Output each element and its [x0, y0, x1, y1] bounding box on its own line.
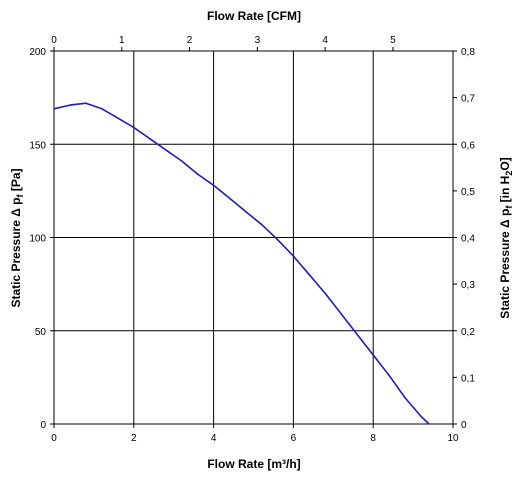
y-tick-label: 200: [29, 47, 46, 58]
y-left-label-sub: f: [15, 194, 25, 198]
right-tick-label: 0,7: [461, 94, 475, 105]
data-point: [404, 397, 406, 399]
right-tick-label: 0,6: [461, 140, 475, 151]
top-tick-label: 1: [119, 35, 125, 46]
data-point: [228, 197, 231, 200]
data-point: [180, 160, 183, 162]
data-point: [308, 274, 311, 276]
top-tick-label: 3: [255, 35, 261, 46]
data-point: [420, 415, 422, 418]
y-tick-label: 150: [29, 140, 46, 151]
y-right-label-sub: f: [504, 205, 514, 209]
x-tick-label: 0: [51, 433, 57, 444]
x-tick-label: 8: [370, 433, 376, 444]
right-tick-label: 0,3: [461, 280, 475, 291]
y-right-label-mid: [in H: [498, 176, 512, 206]
y-right-label-main: Static Pressure Δ p: [498, 209, 512, 319]
x-axis-title-top: Flow Rate [CFM]: [207, 9, 301, 23]
data-point: [53, 108, 55, 110]
y-left-label-main: Static Pressure Δ p: [9, 198, 23, 308]
data-point: [148, 137, 151, 140]
grid-lines: [54, 51, 453, 424]
data-point: [372, 354, 375, 356]
top-tick-label: 2: [187, 35, 193, 46]
right-tick-label: 0: [461, 420, 467, 431]
data-point: [324, 292, 327, 295]
data-point: [292, 255, 295, 257]
data-point: [260, 223, 263, 226]
top-tick-label: 4: [322, 35, 328, 46]
data-point: [164, 149, 167, 151]
right-tick-label: 0,8: [461, 47, 475, 58]
y-tick-label: 0: [40, 420, 46, 431]
data-point: [196, 173, 199, 175]
data-point: [388, 374, 390, 377]
right-tick-label: 0,2: [461, 327, 475, 338]
y-axis-title-right: Static Pressure Δ pf [in H2O]: [498, 157, 514, 318]
y-left-label-unit: [Pa]: [9, 168, 23, 194]
x-tick-label: 4: [211, 433, 217, 444]
right-tick-label: 0,4: [461, 234, 475, 245]
top-tick-label: 5: [390, 35, 396, 46]
data-point: [212, 184, 215, 187]
y-tick-label: 50: [35, 327, 47, 338]
data-point: [101, 108, 103, 110]
x-tick-label: 2: [131, 433, 137, 444]
data-point: [244, 210, 247, 213]
data-point: [340, 313, 343, 315]
top-tick-label: 0: [51, 35, 57, 46]
data-point: [276, 238, 279, 241]
data-point: [117, 117, 119, 119]
y-axis-title-left: Static Pressure Δ pf [Pa]: [9, 168, 25, 307]
x-tick-label: 6: [291, 433, 297, 444]
y-right-label-end: O]: [498, 157, 512, 170]
data-point: [133, 126, 135, 129]
data-point: [69, 104, 71, 106]
x-tick-label: 10: [447, 433, 459, 444]
series-layer: [53, 102, 430, 425]
right-tick-label: 0,5: [461, 187, 475, 198]
y-tick-label: 100: [29, 234, 46, 245]
x-axis-title-bottom: Flow Rate [m³/h]: [207, 457, 300, 471]
data-point: [356, 333, 359, 336]
y-right-label-sub2: 2: [504, 171, 514, 176]
right-tick-label: 0,1: [461, 373, 475, 384]
data-point: [85, 102, 87, 105]
data-point: [428, 423, 430, 425]
